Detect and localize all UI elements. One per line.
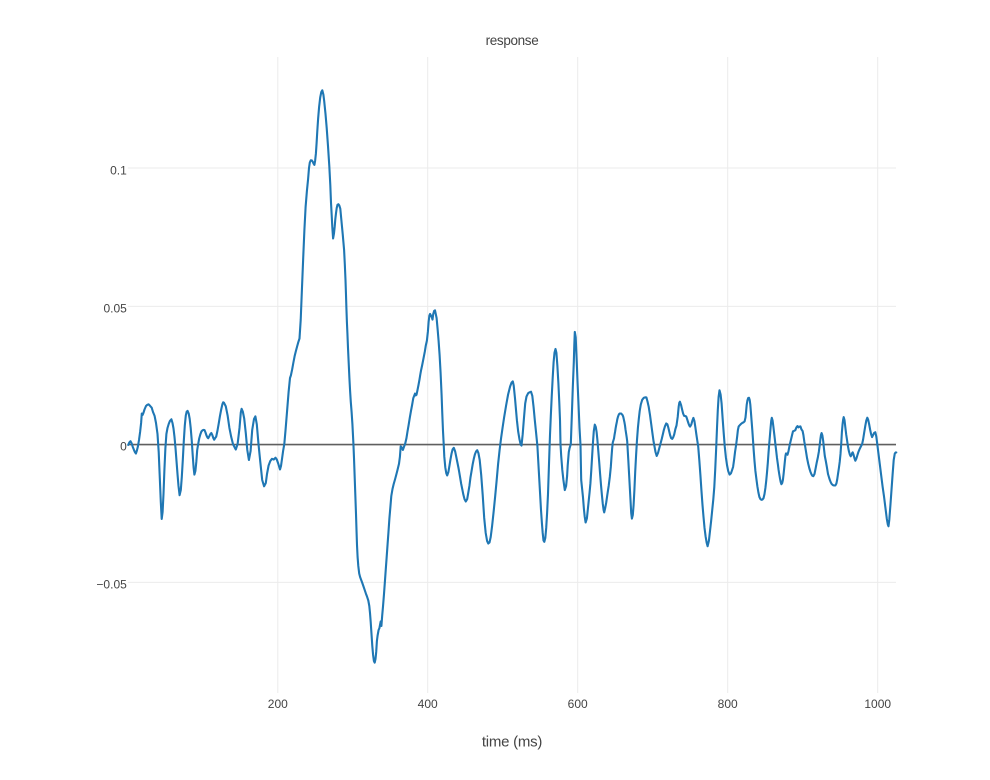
svg-text:response: response <box>486 33 539 48</box>
svg-text:800: 800 <box>718 697 738 711</box>
svg-text:400: 400 <box>418 697 438 711</box>
svg-text:1000: 1000 <box>864 697 891 711</box>
svg-text:600: 600 <box>568 697 588 711</box>
svg-text:time (ms): time (ms) <box>482 734 542 751</box>
svg-text:0: 0 <box>120 440 127 454</box>
svg-text:200: 200 <box>268 697 288 711</box>
svg-text:−0.05: −0.05 <box>96 578 127 592</box>
svg-text:0.1: 0.1 <box>110 163 127 177</box>
svg-text:0.05: 0.05 <box>103 302 127 316</box>
